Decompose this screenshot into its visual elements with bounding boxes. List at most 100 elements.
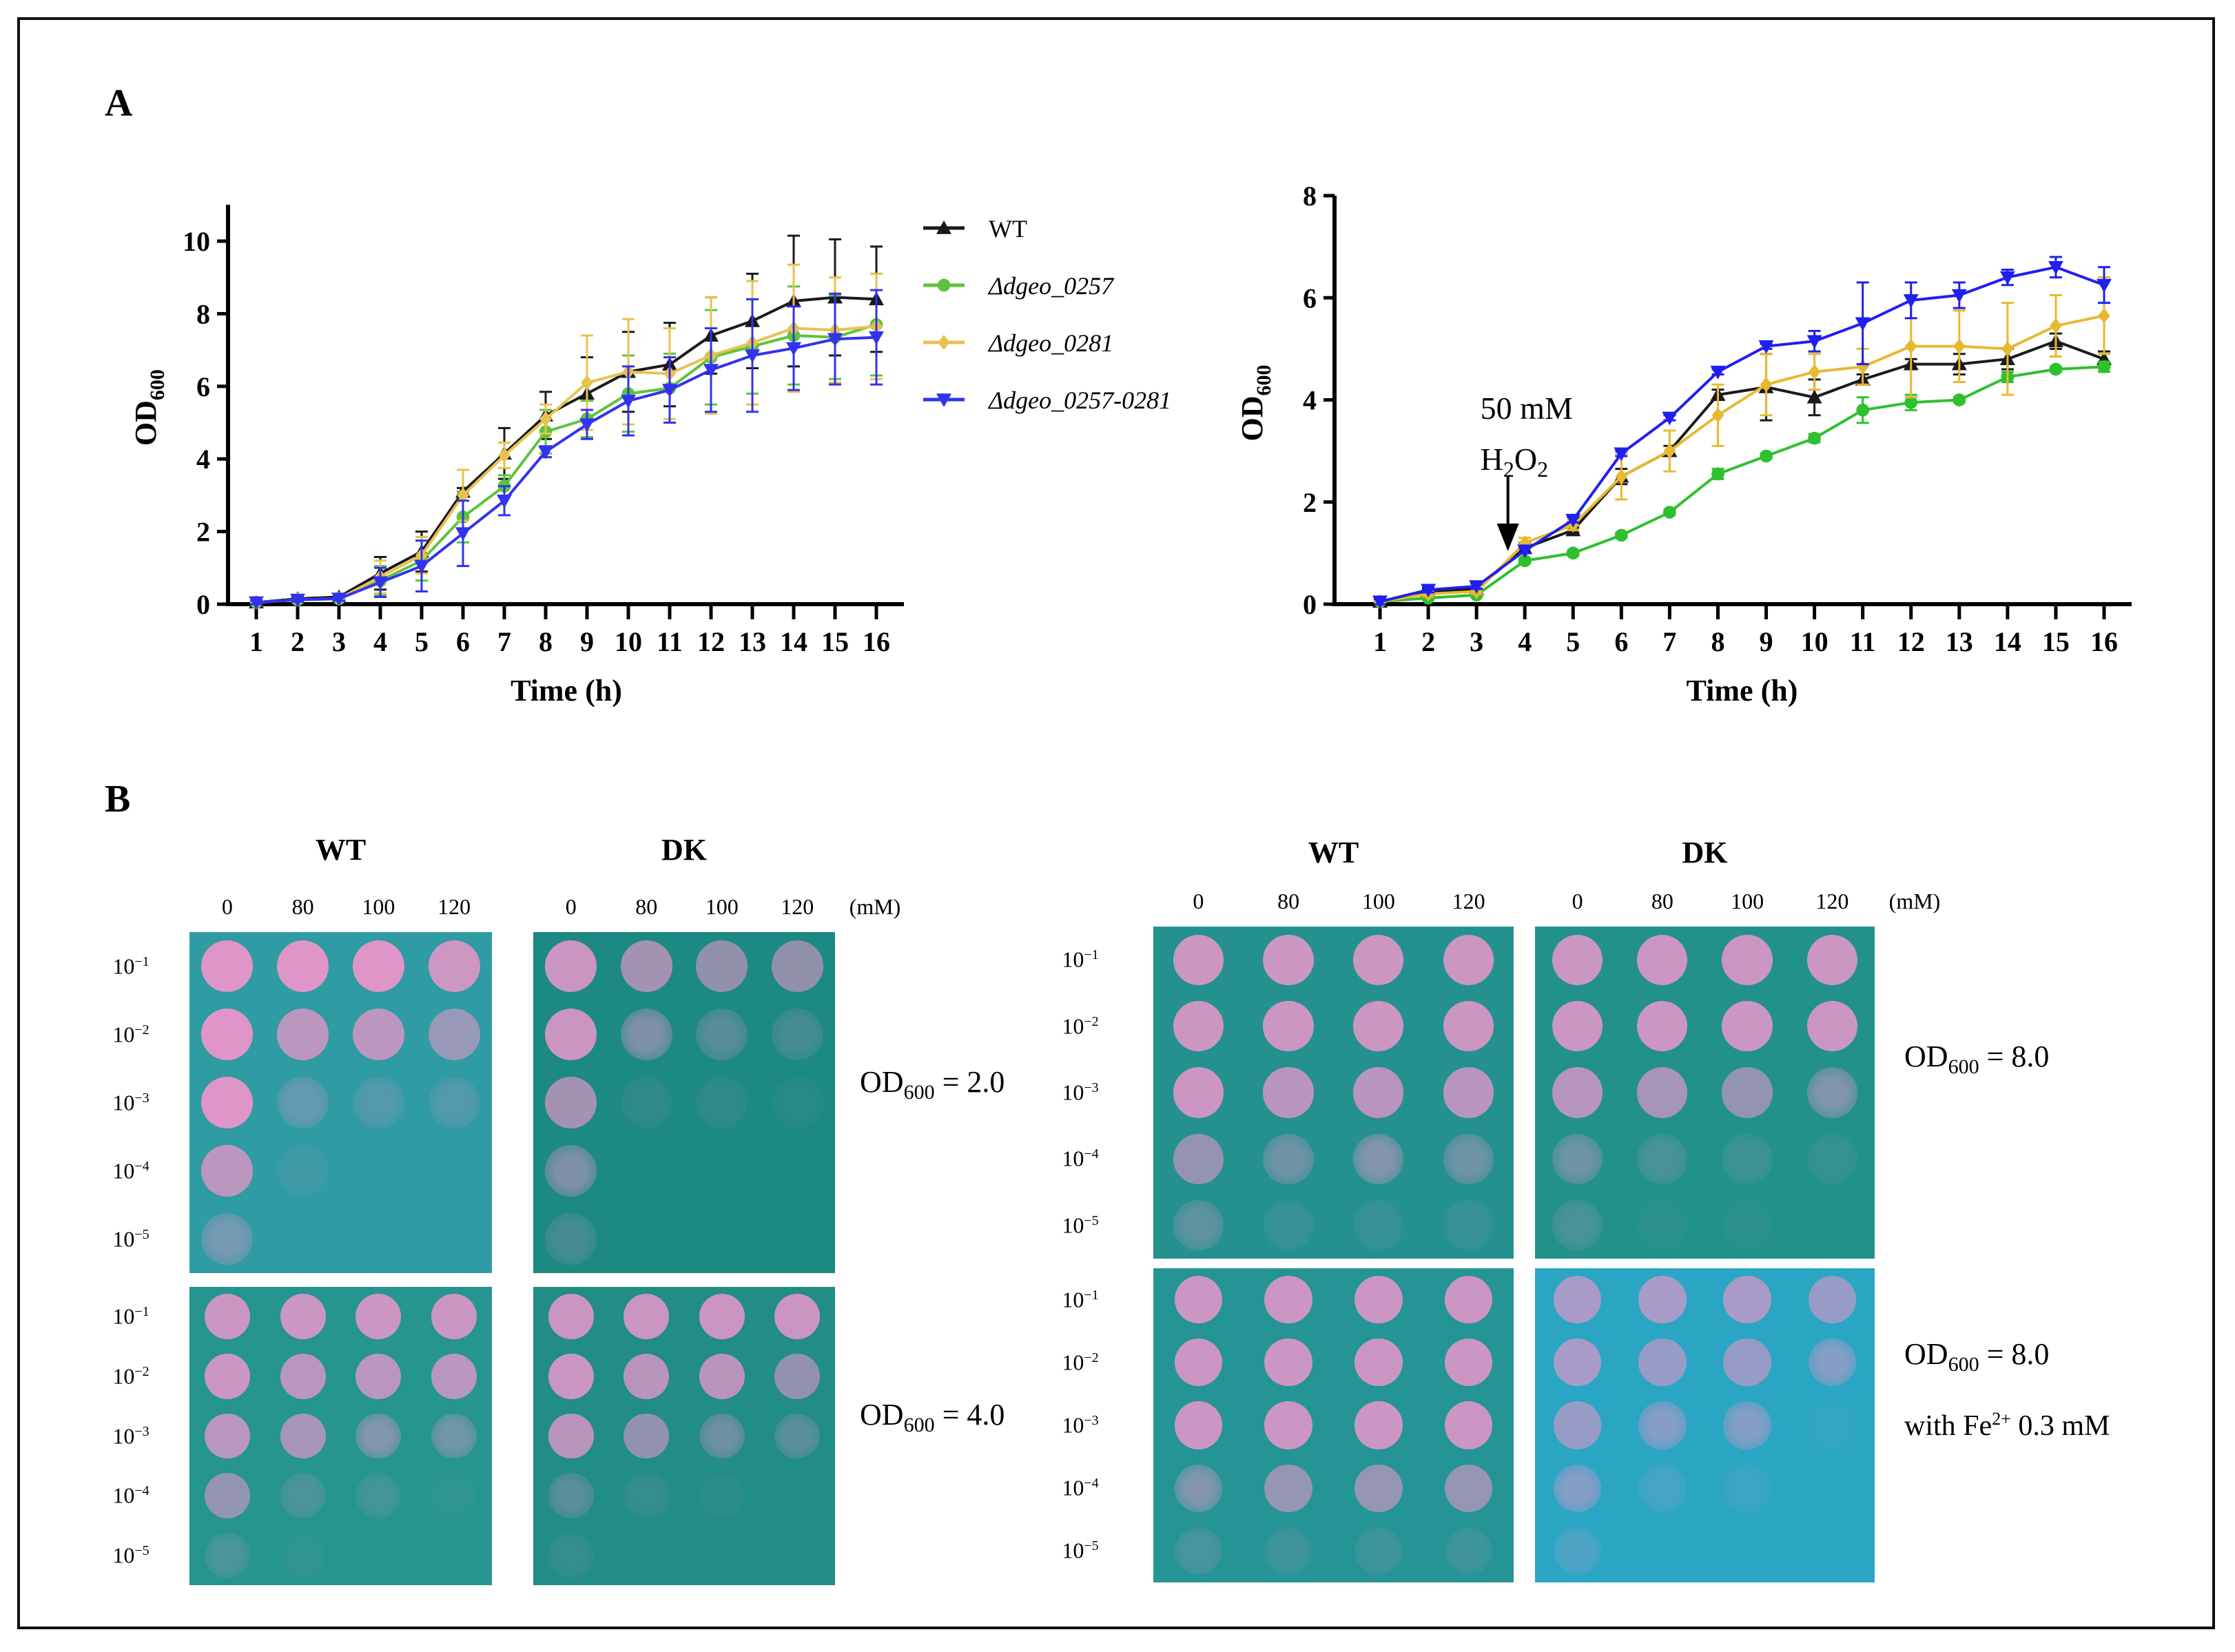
dilution-exponent: −2 — [1084, 1350, 1099, 1365]
colony-spot — [1723, 1275, 1771, 1324]
y-axis-label: OD600 — [1235, 365, 1275, 442]
colony-spot — [1264, 1339, 1312, 1387]
colony-spot — [201, 1076, 254, 1129]
data-point — [1904, 395, 1918, 409]
annotation-line1: 50 mM — [1481, 391, 1573, 426]
colony-spot — [774, 1353, 821, 1399]
colony-spot — [201, 940, 254, 993]
dilution-exponent: −5 — [1084, 1538, 1099, 1554]
colony-spot — [1355, 1527, 1403, 1576]
od-label-part: 600 — [903, 1080, 935, 1104]
y-axis-label-sub: 600 — [146, 369, 169, 400]
x-tick-label: 6 — [1614, 626, 1628, 657]
data-point — [331, 592, 347, 607]
data-point — [1566, 546, 1580, 560]
dilution-exponent: −5 — [1084, 1212, 1099, 1228]
agar-plate — [1535, 927, 1875, 1259]
colony-spot — [699, 1294, 745, 1340]
y-tick-label: 0 — [1303, 589, 1317, 620]
od-label-part: OD — [860, 1398, 904, 1432]
annotation-h: H — [1481, 442, 1503, 477]
data-point — [2097, 278, 2112, 293]
x-tick-label: 16 — [2090, 626, 2118, 657]
colony-spot — [1552, 1200, 1603, 1251]
dilution-base: 10 — [112, 1226, 135, 1251]
data-point — [869, 331, 884, 345]
data-point — [498, 447, 511, 463]
dilution-base: 10 — [1062, 1350, 1084, 1375]
colony-spot — [699, 1473, 745, 1518]
colony-spot — [545, 1076, 597, 1129]
colony-spot — [624, 1473, 670, 1518]
y-tick-label: 6 — [1303, 282, 1317, 313]
data-point — [1517, 544, 1533, 559]
legend-marker — [938, 335, 950, 350]
colony-spot — [1806, 1000, 1857, 1052]
data-point — [581, 375, 593, 391]
dilution-exponent: −4 — [1084, 1146, 1099, 1162]
colony-spot — [280, 1353, 326, 1399]
colony-spot — [1552, 1000, 1603, 1052]
colony-spot — [201, 1008, 254, 1061]
y-axis-label-main: OD — [1235, 396, 1269, 442]
data-point — [2049, 362, 2063, 376]
colony-spot — [1722, 934, 1773, 985]
colony-spot — [431, 1532, 477, 1578]
colony-spot — [431, 1413, 477, 1459]
colony-spot — [204, 1532, 250, 1578]
colony-spot — [277, 1008, 329, 1061]
data-point — [1711, 407, 1724, 423]
series-3 — [249, 289, 884, 610]
colony-spot — [1174, 1464, 1223, 1512]
colony-spot — [1263, 1000, 1314, 1052]
dilution-base: 10 — [112, 1022, 135, 1046]
dilution-exponent: −4 — [134, 1158, 150, 1174]
dilution-base: 10 — [112, 1303, 135, 1329]
colony-spot — [548, 1294, 594, 1340]
colony-spot — [620, 1076, 672, 1129]
colony-spot — [1173, 1200, 1224, 1251]
fe-supplement-label: with Fe2+ 0.3 mM — [1904, 1409, 2110, 1443]
od-label-part: 600 — [1948, 1055, 1979, 1078]
colony-spot — [1263, 934, 1314, 985]
agar-plate — [189, 1287, 492, 1585]
od-label-part: = 2.0 — [934, 1065, 1005, 1099]
strain-label-dk: DK — [661, 833, 707, 867]
dilution-exponent: −5 — [134, 1542, 150, 1558]
colony-spot — [1443, 934, 1494, 985]
colony-spot — [352, 1008, 404, 1061]
colony-spot — [204, 1473, 250, 1518]
data-point — [1999, 271, 2015, 285]
colony-spot — [428, 1212, 480, 1266]
y-axis-label: OD600 — [129, 369, 169, 446]
dilution-label: 10−1 — [112, 953, 149, 979]
x-tick-label: 3 — [1470, 626, 1483, 657]
colony-spot — [1638, 1527, 1687, 1576]
dilution-label: 10−3 — [112, 1423, 149, 1449]
dilution-label: 10−1 — [112, 1304, 149, 1330]
colony-spot — [1443, 1067, 1494, 1118]
colony-spot — [428, 1076, 480, 1129]
colony-spot — [1353, 934, 1404, 985]
dilution-base: 10 — [112, 1363, 135, 1389]
data-point — [1806, 389, 1822, 404]
dilution-label: 10−5 — [1062, 1538, 1098, 1564]
dilution-base: 10 — [1062, 1538, 1084, 1563]
y-tick-label: 0 — [196, 589, 210, 620]
data-point — [1904, 338, 1917, 354]
x-tick-label: 8 — [1711, 626, 1724, 657]
colony-spot — [1264, 1401, 1312, 1449]
data-point — [1518, 554, 1532, 568]
colony-spot — [624, 1532, 670, 1578]
dilution-base: 10 — [1062, 1412, 1084, 1438]
data-point — [2001, 341, 2014, 357]
figure-frame — [17, 17, 2215, 1629]
od-label-part: OD — [1904, 1040, 1948, 1073]
series-line — [256, 324, 877, 604]
od-label-part: = 4.0 — [934, 1398, 1005, 1432]
colony-spot — [201, 1212, 254, 1266]
strain-label-wt: WT — [315, 833, 367, 867]
colony-spot — [1443, 1200, 1494, 1251]
